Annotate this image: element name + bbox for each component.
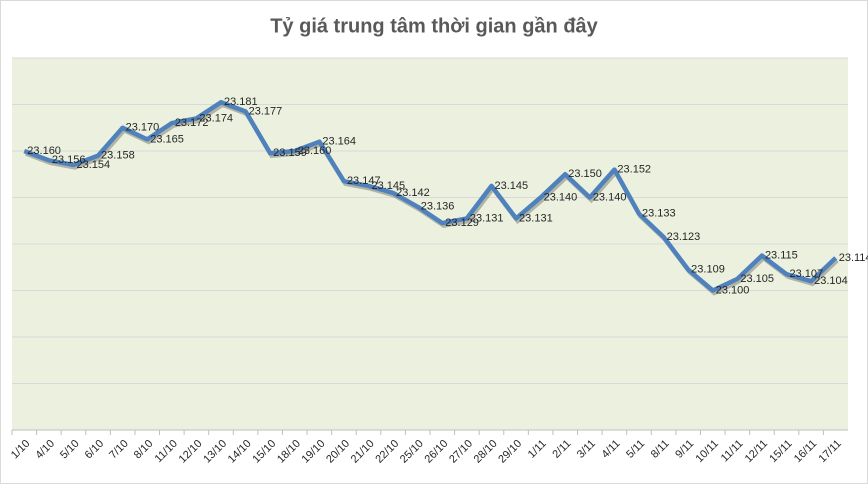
data-label: 23.150 — [568, 168, 602, 180]
data-label: 23.164 — [322, 136, 356, 148]
data-label: 23.159 — [273, 147, 307, 159]
data-label: 23.133 — [642, 208, 676, 220]
data-label: 23.109 — [691, 263, 725, 275]
data-label: 23.165 — [150, 133, 184, 145]
data-label: 23.114 — [839, 252, 868, 264]
data-label: 23.142 — [396, 187, 430, 199]
data-label: 23.158 — [101, 150, 135, 162]
data-label: 23.147 — [347, 175, 381, 187]
data-label: 23.131 — [519, 212, 553, 224]
data-label: 23.152 — [617, 164, 651, 176]
data-label: 23.129 — [445, 217, 479, 229]
data-label: 23.140 — [544, 191, 578, 203]
data-label: 23.131 — [470, 212, 504, 224]
data-label: 23.145 — [494, 180, 528, 192]
data-label: 23.115 — [765, 250, 798, 262]
data-label: 23.160 — [27, 145, 61, 157]
chart-title: Tỷ giá trung tâm thời gian gần đây — [270, 15, 598, 37]
data-label: 23.105 — [740, 273, 774, 285]
data-label: 23.123 — [667, 231, 701, 243]
data-label: 23.145 — [372, 180, 406, 192]
data-label: 23.170 — [126, 122, 160, 134]
data-label: 23.181 — [224, 96, 258, 108]
data-label: 23.172 — [175, 117, 209, 129]
data-label: 23.156 — [52, 154, 86, 166]
data-label: 23.107 — [790, 268, 824, 280]
data-label: 23.136 — [421, 201, 455, 213]
data-label: 23.154 — [76, 159, 110, 171]
data-label: 23.177 — [249, 105, 283, 117]
data-label: 23.174 — [199, 112, 233, 124]
series-line — [23, 99, 838, 293]
data-label: 23.104 — [814, 275, 848, 287]
data-label: 23.140 — [593, 191, 627, 203]
data-label: 23.100 — [716, 284, 750, 296]
data-label: 23.160 — [298, 145, 332, 157]
